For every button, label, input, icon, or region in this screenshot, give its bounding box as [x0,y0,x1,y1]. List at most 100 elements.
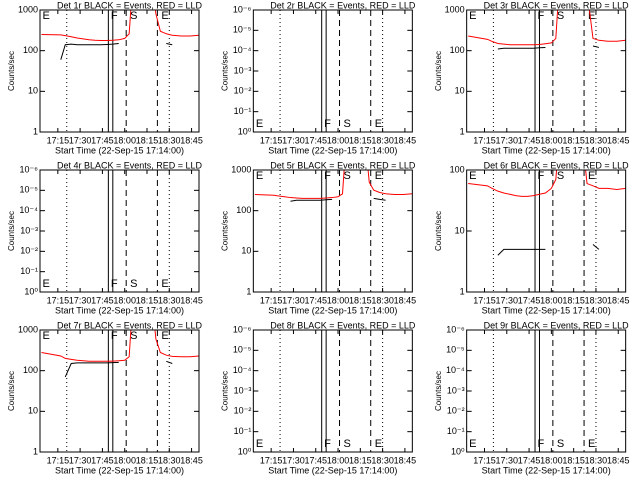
y-tick-label: 10⁻⁴ [446,365,465,375]
panel: Det 2r BLACK = Events, RED = LLD Start Ti… [220,0,416,155]
chart-title: Det 1r BLACK = Events, RED = LLD [57,0,203,10]
x-tick-label: 18:00 [327,295,350,305]
marker-label: S [130,278,137,290]
x-tick-label: 17:45 [91,135,114,145]
y-tick-label: 10⁻³ [234,65,252,75]
panel: Det 9r BLACK = Events, RED = LLD Start Ti… [434,320,630,475]
y-axis-label: Counts/sec [434,371,443,411]
x-axis-label: Start Time (22-Sep-15 17:14:00) [482,145,611,155]
series-line [497,45,600,50]
x-tick-label: 18:15 [136,295,159,305]
y-tick-label: 10 [28,86,38,96]
x-tick-label: 17:15 [473,455,496,465]
panel: Det 4r BLACK = Events, RED = LLD Start Ti… [7,160,203,315]
x-tick-label: 18:30 [158,135,181,145]
y-tick-label: 10⁰ [238,446,252,456]
y-tick-label: 1000 [18,4,38,14]
y-tick-label: 1 [33,446,38,456]
x-axis-label: Start Time (22-Sep-15 17:14:00) [482,305,611,315]
x-tick-label: 17:15 [47,135,70,145]
y-tick-label: 1 [33,126,38,136]
x-tick-label: 18:45 [180,295,203,305]
y-axis-label: Counts/sec [7,371,16,411]
chart-title: Det 8r BLACK = Events, RED = LLD [270,320,416,330]
plot-frame [466,9,627,133]
panel: Det 8r BLACK = Events, RED = LLD Start Ti… [220,320,416,475]
y-tick-label: 10⁻⁵ [233,345,252,355]
x-tick-label: 18:15 [562,455,585,465]
x-tick-label: 18:45 [607,455,630,465]
series-line [41,330,199,362]
x-tick-label: 17:15 [260,455,283,465]
y-tick-label: 10⁻⁵ [233,25,252,35]
x-axis-label: Start Time (22-Sep-15 17:14:00) [55,305,184,315]
x-axis-label: Start Time (22-Sep-15 17:14:00) [268,305,397,315]
y-tick-label: 100 [23,365,38,375]
x-tick-label: 17:45 [91,295,114,305]
x-tick-label: 18:00 [540,135,563,145]
x-tick-label: 18:30 [585,295,608,305]
marker-label: F [111,278,118,290]
x-tick-label: 18:00 [113,455,136,465]
marker-label: E [256,118,263,130]
y-tick-label: 10⁻⁶ [20,164,39,174]
x-tick-label: 17:15 [260,135,283,145]
x-axis-label: Start Time (22-Sep-15 17:14:00) [268,465,397,475]
y-tick-label: 1 [460,286,465,296]
chart-title: Det 4r BLACK = Events, RED = LLD [57,160,203,170]
chart-title: Det 5r BLACK = Events, RED = LLD [270,160,416,170]
y-tick-label: 10⁻³ [234,385,252,395]
marker-label: S [343,118,350,130]
x-tick-label: 17:15 [473,295,496,305]
plot-frame [252,169,413,293]
y-axis-label: Counts/sec [7,51,16,91]
x-tick-label: 18:15 [349,455,372,465]
x-tick-label: 18:15 [136,135,159,145]
plot-frame [252,329,413,453]
y-tick-label: 10⁻⁴ [233,365,252,375]
y-tick-label: 10⁰ [24,286,38,296]
marker-label: S [557,10,564,22]
marker-label: F [538,170,545,182]
y-tick-label: 10⁰ [238,126,252,136]
y-tick-label: 10 [241,246,251,256]
series-line [290,197,386,202]
marker-label: S [343,170,350,182]
y-tick-label: 1 [460,126,465,136]
y-tick-label: 10 [28,406,38,416]
x-tick-label: 18:30 [158,295,181,305]
y-axis-label: Counts/sec [434,51,443,91]
chart-title: Det 3r BLACK = Events, RED = LLD [484,0,630,10]
marker-label: F [324,170,331,182]
plot-frame [252,9,413,133]
y-tick-label: 10⁻¹ [234,426,252,436]
x-tick-label: 18:15 [562,135,585,145]
y-axis-label: Counts/sec [220,211,229,251]
marker-label: S [130,10,137,22]
x-tick-label: 17:30 [282,135,305,145]
y-tick-label: 100 [450,45,465,55]
marker-label: E [588,10,595,22]
y-tick-label: 10⁻⁶ [233,324,252,334]
marker-label: E [469,10,476,22]
x-tick-label: 18:00 [327,455,350,465]
y-tick-label: 10⁻¹ [20,266,38,276]
x-tick-label: 17:30 [69,135,92,145]
x-axis-label: Start Time (22-Sep-15 17:14:00) [55,465,184,475]
x-tick-label: 18:45 [607,295,630,305]
marker-label: S [343,438,350,450]
x-tick-label: 17:15 [473,135,496,145]
x-tick-label: 17:30 [496,295,519,305]
y-axis-label: Counts/sec [7,211,16,251]
chart-title: Det 9r BLACK = Events, RED = LLD [484,320,630,330]
x-axis-label: Start Time (22-Sep-15 17:14:00) [268,145,397,155]
marker-label: E [375,170,382,182]
x-tick-label: 18:45 [180,455,203,465]
marker-label: F [324,118,331,130]
marker-label: E [161,10,168,22]
marker-label: F [538,10,545,22]
x-tick-label: 17:45 [518,455,541,465]
y-tick-label: 10⁻⁶ [446,324,465,334]
y-tick-label: 1000 [18,324,38,334]
